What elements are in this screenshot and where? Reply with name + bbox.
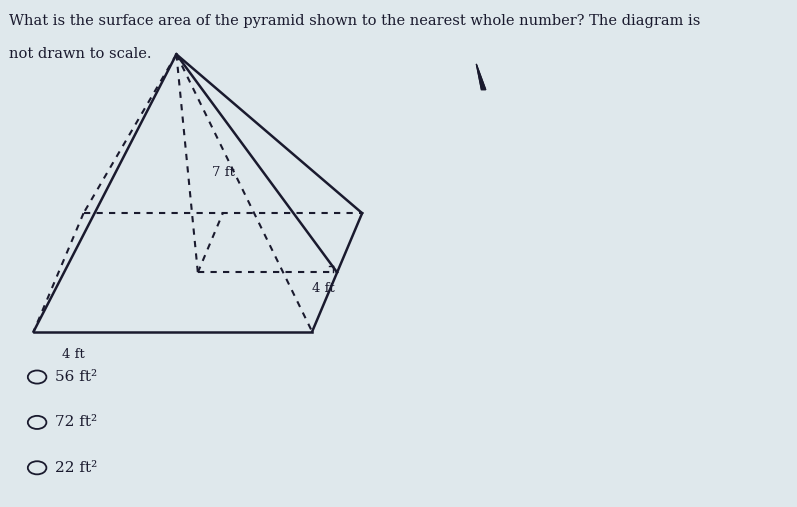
Text: What is the surface area of the pyramid shown to the nearest whole number? The d: What is the surface area of the pyramid …: [9, 14, 700, 28]
Text: 72 ft²: 72 ft²: [55, 415, 97, 429]
Text: 22 ft²: 22 ft²: [55, 461, 97, 475]
Text: 56 ft²: 56 ft²: [55, 370, 97, 384]
Text: 7 ft: 7 ft: [212, 166, 235, 179]
Text: not drawn to scale.: not drawn to scale.: [9, 47, 151, 61]
Text: 4 ft: 4 ft: [62, 348, 84, 361]
Text: 4 ft: 4 ft: [312, 282, 335, 295]
Polygon shape: [477, 64, 485, 90]
